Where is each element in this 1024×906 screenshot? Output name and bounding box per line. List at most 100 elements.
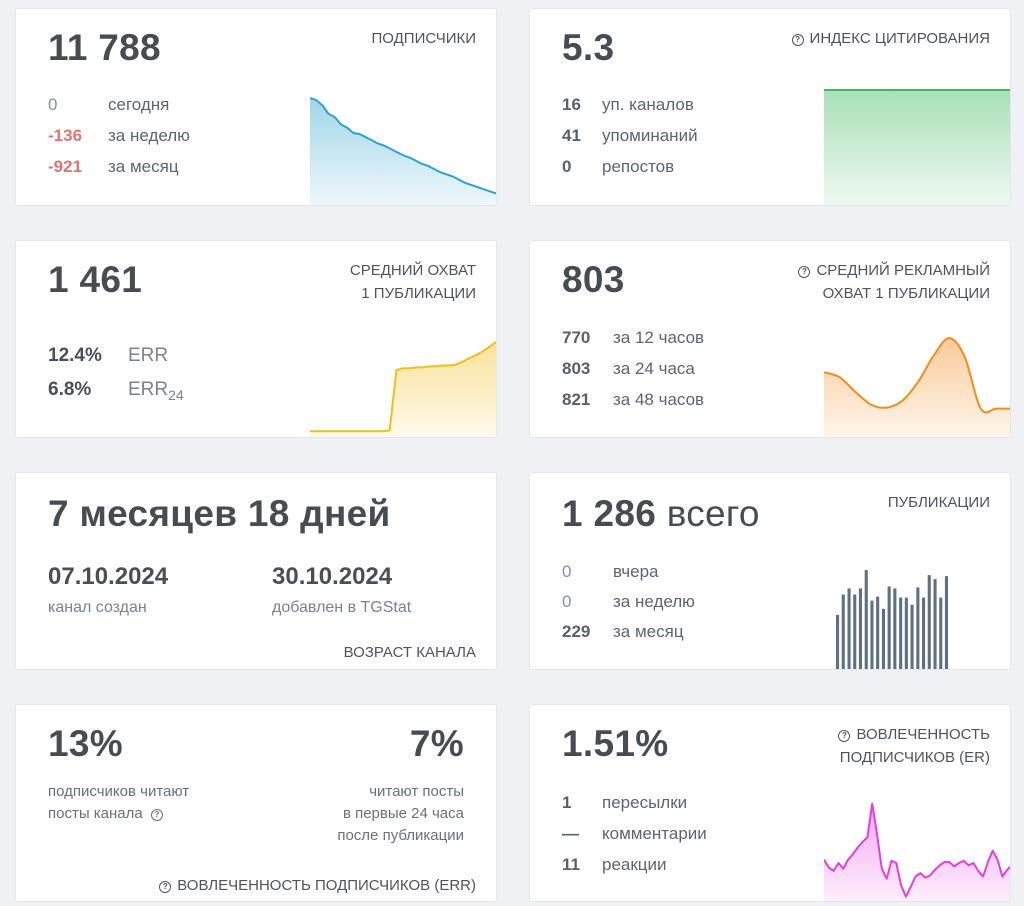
bar-mark (847, 588, 851, 669)
er-value: 1.51% (562, 723, 669, 764)
read-24h-value: 7% (409, 723, 464, 764)
question-icon[interactable]: ? (791, 34, 804, 46)
stat-value: — (562, 824, 579, 843)
area-fill (824, 90, 1010, 205)
citation-card[interactable]: 5.3 ? ИНДЕКС ЦИТИРОВАНИЯ 16 уп. каналов 41… (529, 8, 1011, 206)
err24-subscript: 24 (168, 386, 184, 403)
err-footer-title: ? ВОВЛЕЧЕННОСТЬ ПОДПИСЧИКОВ (ERR) (159, 874, 476, 897)
read-24h-line2: в первые 24 часа (342, 805, 464, 822)
stat-label: уп. каналов (602, 95, 694, 114)
er-title-line1: ? ВОВЛЕЧЕННОСТЬ (838, 723, 990, 746)
subscribers-card[interactable]: 11 788 ПОДПИСЧИКИ 0 сегодня -136 за неделю… (15, 8, 497, 206)
citation-title: ? ИНДЕКС ЦИТИРОВАНИЯ (791, 27, 990, 50)
er-card[interactable]: 1.51% ? ВОВЛЕЧЕННОСТЬ ПОДПИСЧИКОВ (ER) 1 пе… (529, 704, 1011, 902)
bar-mark (944, 576, 948, 669)
read-24h-line3: после публикации (337, 827, 464, 844)
stat-label: за 48 часов (613, 390, 705, 409)
posts-card[interactable]: 1 286 всего ПУБЛИКАЦИИ 0 вчера 0 за неделю… (529, 472, 1011, 670)
stat-label: реакции (602, 855, 667, 874)
read-percent-value: 13% (48, 723, 123, 764)
stat-value: 1 (562, 793, 572, 812)
posts-chart (836, 570, 948, 669)
area-fill (824, 337, 1010, 437)
bar-mark (939, 597, 943, 669)
question-icon[interactable]: ? (150, 809, 163, 821)
posts-title: ПУБЛИКАЦИИ (887, 494, 990, 511)
area-fill (310, 98, 496, 205)
read-percent-label: подписчиков читают посты канала ? (48, 781, 189, 825)
er-title-text: ВОВЛЕЧЕННОСТЬ (856, 726, 990, 743)
er-title-line2: ПОДПИСЧИКОВ (ER) (839, 749, 990, 766)
ad-reach-title-text: СРЕДНИЙ РЕКЛАМНЫЙ (816, 262, 990, 279)
stat-label: за 24 часа (613, 359, 695, 378)
read-label-line2: посты канала ? (48, 803, 189, 825)
added-date: 30.10.2024 (272, 563, 393, 590)
stat-label: за месяц (613, 622, 684, 641)
citation-title-text: ИНДЕКС ЦИТИРОВАНИЯ (809, 30, 990, 47)
question-icon[interactable]: ? (798, 266, 811, 278)
read-24h-line1: читают посты (369, 783, 464, 800)
subscribers-title: ПОДПИСЧИКИ (371, 30, 476, 47)
err-value: 12.4% (48, 345, 102, 366)
stat-value: 0 (562, 592, 572, 611)
series-line (824, 337, 1010, 414)
ad-reach-title-line2: ОХВАТ 1 ПУБЛИКАЦИИ (822, 285, 990, 302)
ad-reach-title-line1: ? СРЕДНИЙ РЕКЛАМНЫЙ (798, 259, 990, 282)
average-reach-value: 1 461 (48, 259, 143, 300)
ad-reach-title: ? СРЕДНИЙ РЕКЛАМНЫЙ ОХВАТ 1 ПУБЛИКАЦИИ (798, 259, 990, 305)
reach-title: СРЕДНИЙ ОХВАТ 1 ПУБЛИКАЦИИ (350, 259, 476, 305)
reach-card[interactable]: 1 461 СРЕДНИЙ ОХВАТ 1 ПУБЛИКАЦИИ 12.4% ERR… (15, 240, 497, 438)
posts-total-value: 1 286 (562, 493, 657, 534)
er-chart (824, 802, 1010, 901)
stat-value: 16 (562, 95, 581, 114)
question-icon[interactable]: ? (838, 730, 851, 742)
ad-reach-card[interactable]: 803 ? СРЕДНИЙ РЕКЛАМНЫЙ ОХВАТ 1 ПУБЛИКАЦИИ… (529, 240, 1011, 438)
stat-value: 770 (562, 328, 591, 347)
channel-age-title: ВОЗРАСТ КАНАЛА (343, 644, 476, 661)
channel-age-value: 7 месяцев 18 дней (48, 493, 391, 534)
area-fill (824, 803, 1010, 901)
bar-mark (916, 587, 920, 669)
citation-chart (824, 89, 1010, 205)
bar-mark (853, 594, 857, 669)
ad-reach-value: 803 (562, 259, 625, 300)
created-date: 07.10.2024 (48, 563, 169, 590)
err-label: ERR (128, 345, 169, 366)
stat-label: комментарии (602, 824, 707, 843)
series-line (310, 341, 496, 433)
stat-value: 229 (562, 622, 591, 641)
stat-label: сегодня (108, 95, 170, 114)
bar-mark (870, 600, 874, 669)
posts-total-suffix: всего (666, 493, 760, 534)
stat-value: -136 (48, 126, 83, 145)
reach-title-line1: СРЕДНИЙ ОХВАТ (349, 262, 476, 279)
stat-value: 821 (562, 390, 591, 409)
stat-label: вчера (613, 562, 659, 581)
er-title: ? ВОВЛЕЧЕННОСТЬ ПОДПИСЧИКОВ (ER) (838, 723, 990, 769)
bar-mark (933, 579, 937, 669)
err24-label-text: ERR (128, 379, 169, 400)
question-icon[interactable]: ? (159, 881, 172, 893)
err-footer-text: ВОВЛЕЧЕННОСТЬ ПОДПИСЧИКОВ (ERR) (177, 877, 476, 894)
channel-age-card[interactable]: 7 месяцев 18 дней 07.10.2024 канал созда… (15, 472, 497, 670)
stat-value: 803 (562, 359, 591, 378)
reach-title-line2: 1 ПУБЛИКАЦИИ (361, 285, 476, 302)
series-line (310, 97, 496, 195)
read-label-line2-text: посты канала (48, 805, 143, 822)
stat-label: репостов (602, 157, 675, 176)
read-label-line1: подписчиков читают (48, 783, 190, 800)
read-engagement-card[interactable]: 13% подписчиков читают посты канала ? 7% … (15, 704, 497, 902)
bar-mark (922, 597, 926, 669)
stat-value: 0 (48, 95, 58, 114)
bar-mark (881, 608, 885, 669)
stat-value: 41 (562, 126, 581, 145)
bar-mark (887, 586, 891, 669)
bar-mark (858, 588, 862, 669)
bar-mark (836, 614, 840, 669)
citation-index-value: 5.3 (562, 27, 615, 68)
subscribers-chart (310, 97, 496, 205)
bar-mark (841, 594, 845, 669)
posts-total: 1 286 всего (562, 493, 760, 535)
stat-value: 0 (562, 562, 572, 581)
err24-value: 6.8% (48, 379, 92, 400)
